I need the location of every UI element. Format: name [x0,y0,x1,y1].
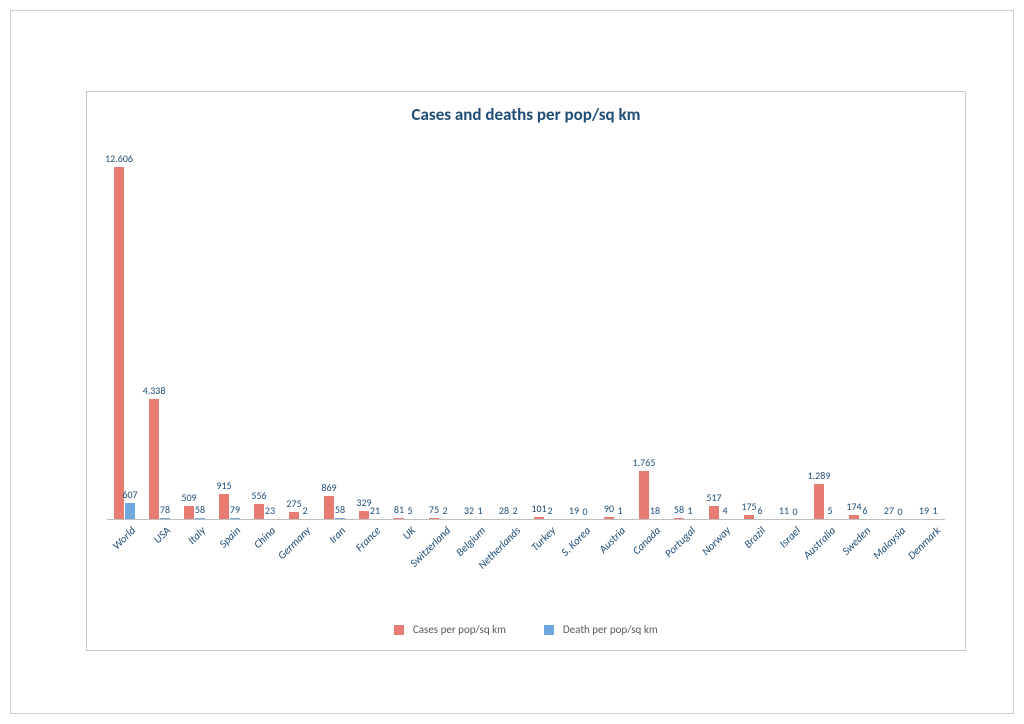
x-axis-label: Italy [185,524,208,547]
bar-cases [114,167,124,520]
x-axis-label: Israel [776,524,802,550]
data-label-cases: 915 [204,479,244,492]
bar-deaths [125,503,135,520]
data-label-deaths: 1 [600,504,640,517]
x-axis-label: China [251,524,278,551]
data-label-deaths: 58 [180,503,220,516]
x-axis-label: World [109,524,137,552]
x-axis-label: Sweden [839,524,873,558]
data-label-deaths: 79 [215,503,255,516]
x-axis-label: Norway [699,524,733,558]
chart-title: Cases and deaths per pop/sq km [87,104,965,125]
data-label-cases: 12.606 [99,152,139,165]
data-label-deaths: 1 [670,504,710,517]
x-axis-label: USA [151,524,173,546]
data-label-cases: 1.289 [799,469,839,482]
bars-row: 12.6066074.33878509589157955623275286958… [107,147,945,520]
data-label-deaths: 78 [145,503,185,516]
data-label-deaths: 1 [915,504,955,517]
data-label-cases: 869 [309,481,349,494]
legend-item-cases: Cases per pop/sq km [394,622,506,636]
data-label-deaths: 607 [110,488,150,501]
x-axis-label: Canada [629,524,662,557]
legend: Cases per pop/sq km Death per pop/sq km [87,622,965,636]
x-axis-label: France [352,524,382,554]
x-axis-label: Spain [216,524,242,550]
plot-area: 12.6066074.33878509589157955623275286958… [107,147,945,520]
data-label-cases: 509 [169,491,209,504]
legend-label-cases: Cases per pop/sq km [413,623,506,636]
x-axis-label: Germany [275,524,313,562]
x-axis-label: Austria [596,524,628,556]
x-axis-label: Malaysia [870,524,908,562]
data-label-cases: 556 [239,489,279,502]
data-label-deaths: 2 [285,504,325,517]
x-axis-label: Australia [800,524,837,561]
bar-cases [149,399,159,520]
legend-item-deaths: Death per pop/sq km [544,622,657,636]
x-axis-label: UK [399,524,417,542]
data-label-cases: 4.338 [134,384,174,397]
chart-container: Cases and deaths per pop/sq km 12.606 607… [86,91,966,651]
data-label-deaths: 0 [775,505,815,518]
x-axis-label: Brazil [741,524,768,551]
x-axis-label: Turkey [528,524,558,554]
page-frame: Cases and deaths per pop/sq km 12.606 607… [10,10,1014,714]
legend-swatch-deaths [544,625,554,635]
x-axis-label: Portugal [662,524,698,560]
data-label-cases: 517 [694,491,734,504]
x-axis-label: Iran [326,524,348,546]
legend-swatch-cases [394,625,404,635]
x-axis-label: S. Korea [558,524,593,559]
data-label-cases: 1.765 [624,456,664,469]
legend-label-deaths: Death per pop/sq km [563,623,658,636]
x-axis-label: Denmark [905,524,943,562]
x-axis-labels: World USA Italy Spain ChinaGermany IranFrance… [107,520,945,600]
